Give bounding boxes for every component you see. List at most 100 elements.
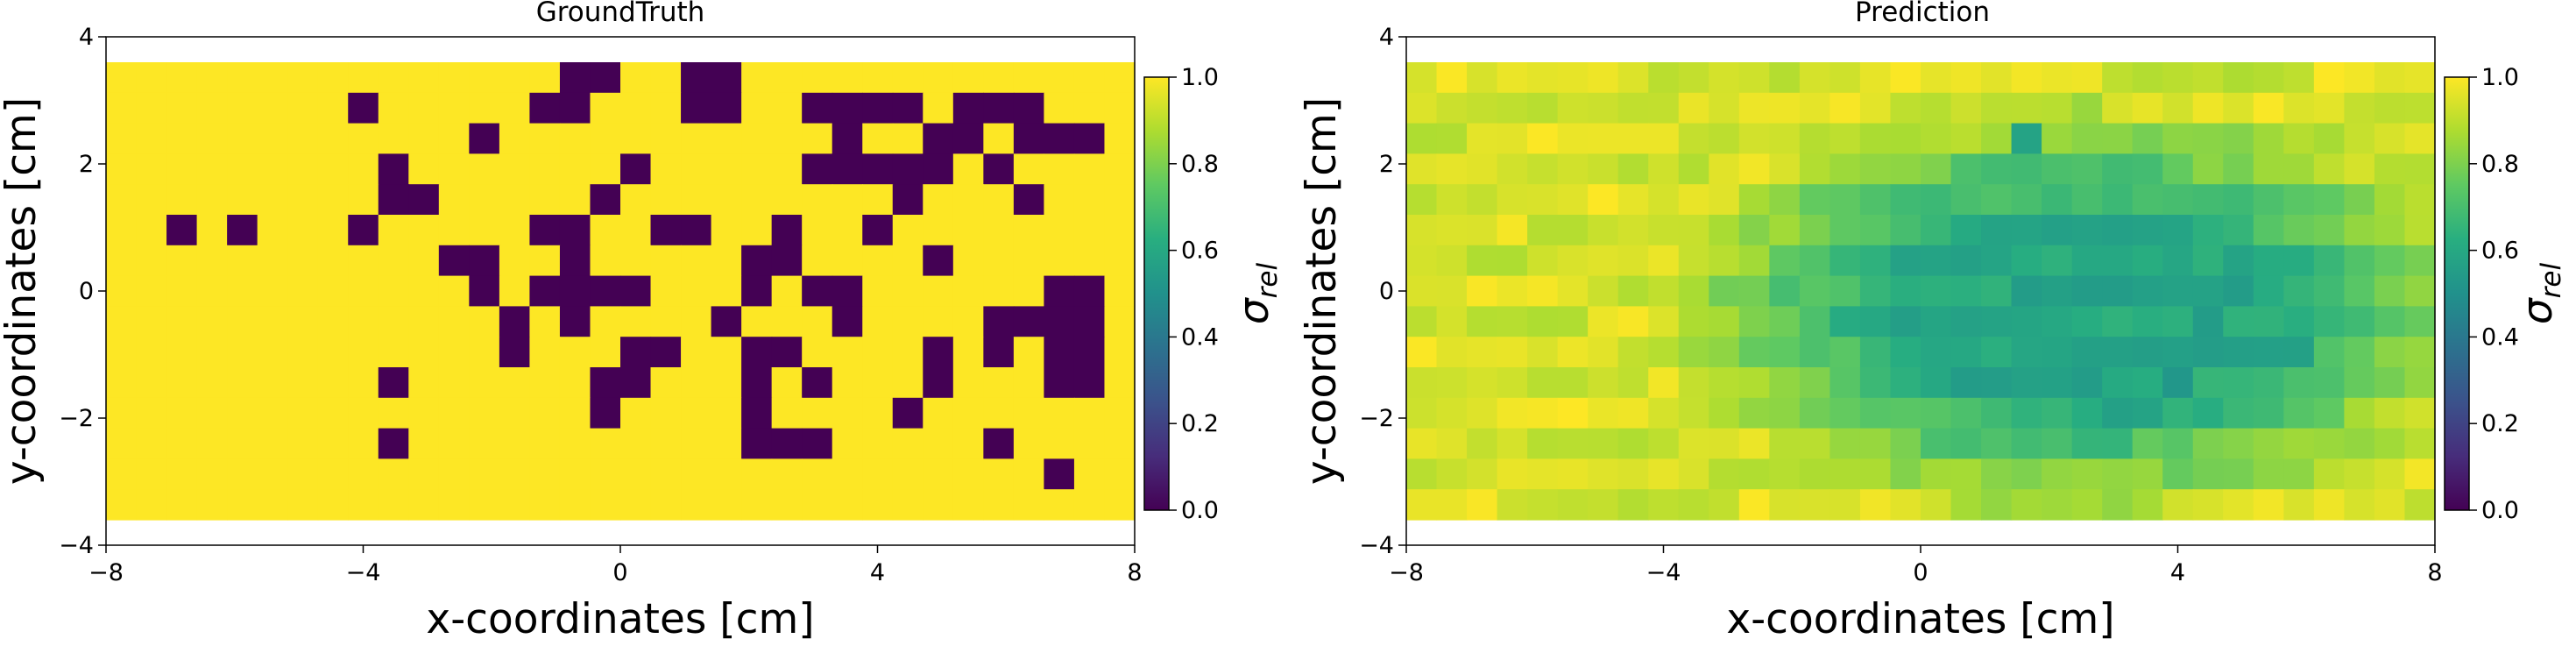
heatmap-cell [1709,184,1740,216]
heatmap-cell [1648,153,1680,185]
heatmap-cell [1013,123,1045,154]
heatmap-cell [2223,306,2254,337]
heatmap-cell [499,306,531,337]
heatmap-cell [1467,337,1498,368]
heatmap-cell [1044,215,1075,246]
heatmap-cell [2344,428,2375,459]
y-tick-label: −2 [59,405,94,432]
heatmap-cell [1467,397,1498,429]
heatmap-cell [983,92,1015,124]
heatmap-cell [2071,428,2103,459]
heatmap-cell [832,458,863,490]
heatmap-cell [408,184,440,216]
x-tick-label: −4 [346,559,381,586]
heatmap-cell [1617,458,1649,490]
heatmap-cell [1406,306,1438,337]
heatmap-cell [1557,367,1589,399]
heatmap-cell [711,489,742,521]
heatmap-cell [2011,184,2042,216]
heatmap-cell [681,245,712,277]
x-tick-label: 0 [612,559,627,586]
heatmap-cell [166,397,198,429]
heatmap-cell [741,92,773,124]
heatmap-cell [2374,184,2406,216]
heatmap-cell [438,458,470,490]
heatmap-cell [923,92,954,124]
heatmap-cell [1921,337,1952,368]
heatmap-cell [832,153,863,185]
heatmap-cell [257,458,288,490]
heatmap-cell [348,337,379,368]
heatmap-cell [952,397,984,429]
heatmap-cell [438,428,470,459]
heatmap-cell [1073,337,1106,368]
y-tick-label: −4 [1359,532,1394,559]
heatmap-cell [1921,123,1952,154]
heatmap-cell [257,367,288,399]
heatmap-cell [650,489,682,521]
heatmap-cell [1648,458,1680,490]
heatmap-cell [892,458,924,490]
heatmap-cell [2404,153,2436,185]
heatmap-cell [348,489,379,521]
heatmap-cell [196,458,228,490]
heatmap-cell [1497,215,1528,246]
heatmap-cell [317,62,349,94]
heatmap-cell [2042,337,2073,368]
heatmap-cell [650,153,682,185]
heatmap-cell [287,245,319,277]
heatmap-cell [2404,337,2436,368]
heatmap-cell [1921,428,1952,459]
heatmap-cell [227,123,258,154]
heatmap-cell [1073,458,1106,490]
heatmap-cell [1617,153,1649,185]
heatmap-cell [469,215,500,246]
heatmap-cell [2313,367,2346,399]
heatmap-cell [1981,367,2013,399]
heatmap-cell [862,275,894,307]
x-axis-label: x-coordinates [cm] [426,595,814,642]
heatmap-cell [2253,62,2284,94]
heatmap-cell [2071,489,2103,521]
heatmap-cell [1436,215,1468,246]
heatmap-cell [1921,275,1952,307]
heatmap-cell [741,184,773,216]
heatmap-cell [741,215,773,246]
heatmap-cell [771,397,803,429]
y-tick-label: 2 [1379,151,1394,178]
heatmap-cell [802,428,833,459]
heatmap-cell [378,215,409,246]
heatmap-cell [227,306,258,337]
heatmap-cell [590,306,621,337]
heatmap-cell [2192,245,2224,277]
heatmap-cell [106,367,138,399]
heatmap-cell [106,337,138,368]
heatmap-cell [2192,397,2224,429]
heatmap-cell [802,123,833,154]
heatmap-cell [2132,397,2163,429]
heatmap-cell [771,489,803,521]
colorbar-label-sub: rel [2536,263,2567,299]
heatmap-cell [1617,337,1649,368]
heatmap-cell [2223,367,2254,399]
colorbar-label: σrel [2514,263,2567,325]
heatmap-cell [1406,245,1438,277]
heatmap-cell [620,245,652,277]
heatmap-cell [1890,397,1921,429]
heatmap-cell [1829,458,1861,490]
heatmap-cell [166,62,198,94]
heatmap-cell [287,428,319,459]
heatmap-cell [559,62,591,94]
heatmap-cell [771,62,803,94]
heatmap-cell [1104,367,1136,399]
x-axis-label: x-coordinates [cm] [1726,595,2114,642]
heatmap-cell [2011,92,2042,124]
heatmap-cell [1738,123,1770,154]
heatmap-cell [2374,306,2406,337]
heatmap-cell [1738,337,1770,368]
heatmap-cell [681,62,712,94]
heatmap-cell [2162,92,2194,124]
heatmap-cell [1921,62,1952,94]
heatmap-cell [1981,489,2013,521]
